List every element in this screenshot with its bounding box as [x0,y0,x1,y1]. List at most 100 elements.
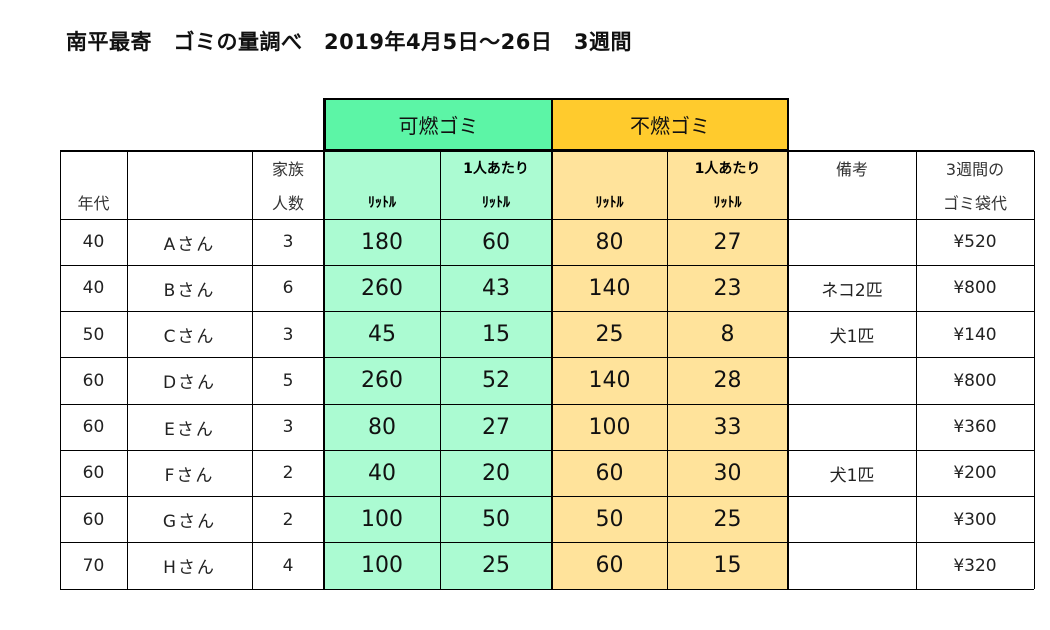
cell-burnable-per-person: 27 [482,414,510,440]
cell-nonburnable-per-person: 15 [713,553,742,579]
grid-line [59,151,61,589]
grid-line [60,496,1034,497]
cell-burnable-per-person: 15 [482,322,510,348]
header-bag-bottom: ゴミ袋代 [942,194,1007,213]
grid-line [1033,151,1035,589]
cell-age: 70 [82,555,105,576]
cell-note [788,543,916,589]
cell-bag-cost: ¥520 [953,232,997,253]
cell-family: 3 [282,232,294,253]
header-age: 年代 [77,194,110,213]
grid-line [786,98,790,589]
cell-burnable-liter: 260 [361,368,403,394]
cell-nonburnable-liter: 60 [595,553,624,579]
cell-nonburnable-liter: 80 [595,229,624,255]
cell-nonburnable-per-person: 30 [713,460,742,486]
header-notes: 備考 [835,160,868,179]
cell-nonburnable-liter: 50 [595,507,624,533]
header-burnable-per-person: 1人あたり [463,161,529,177]
cell-name: Aさん [163,234,216,255]
cell-name: Gさん [162,512,217,533]
cell-age: 60 [82,370,105,391]
grid-line [60,357,1034,359]
grid-line [322,98,326,589]
cell-age: 50 [82,324,105,345]
cell-age: 40 [82,232,105,253]
header-family-bottom: 人数 [271,194,304,213]
cell-age: 60 [82,509,105,530]
header-nonburnable-per-person-liter: ﾘｯﾄﾙ [713,195,742,211]
cell-family: 4 [282,555,294,576]
cell-bag-cost: ¥200 [953,463,997,484]
cell-name: Dさん [162,373,217,394]
grid-line [439,151,441,589]
cell-burnable-per-person: 43 [482,275,510,301]
cell-family: 6 [282,278,294,299]
cell-burnable-per-person: 25 [482,553,510,579]
header-burnable-per-person-liter: ﾘｯﾄﾙ [482,195,510,211]
cell-note [788,358,916,404]
grid-line [126,151,128,589]
cell-nonburnable-per-person: 28 [713,368,742,394]
cell-bag-cost: ¥300 [953,509,997,530]
cell-nonburnable-liter: 60 [595,460,624,486]
header-nonburnable-per-person: 1人あたり [694,161,761,177]
cell-burnable-liter: 45 [368,322,396,348]
grid-line [60,150,1034,152]
cell-nonburnable-per-person: 23 [713,275,742,301]
header-bag-top: 3週間の [945,160,1005,179]
grid-line [60,403,1034,405]
cell-burnable-per-person: 60 [482,229,510,255]
cell-bag-cost: ¥800 [953,370,997,391]
cell-family: 3 [282,324,294,345]
page-title: 南平最寄 ゴミの量調べ 2019年4月5日～26日 3週間 [66,30,633,54]
nonburnable-column-bg [552,151,788,589]
burnable-column-bg [324,151,552,589]
cell-age: 40 [82,278,105,299]
grid-line [666,151,668,589]
header-burnable-liter: ﾘｯﾄﾙ [368,195,396,211]
cell-nonburnable-per-person: 8 [720,322,735,348]
cell-burnable-liter: 100 [361,507,403,533]
grid-line [550,98,554,589]
cell-burnable-per-person: 50 [482,507,510,533]
cell-burnable-liter: 180 [361,229,403,255]
grid-line [60,449,1034,451]
cell-age: 60 [82,417,105,438]
cell-bag-cost: ¥320 [953,555,997,576]
cell-nonburnable-per-person: 27 [713,229,742,255]
cell-bag-cost: ¥800 [953,278,997,299]
cell-burnable-per-person: 20 [482,460,510,486]
cell-nonburnable-liter: 100 [588,414,631,440]
grid-line [60,264,1034,266]
cell-burnable-per-person: 52 [482,368,510,394]
cell-bag-cost: ¥140 [953,324,997,345]
header-nonburnable-liter: ﾘｯﾄﾙ [595,195,624,211]
cell-name: Bさん [163,280,216,301]
cell-bag-cost: ¥360 [953,417,997,438]
cell-burnable-liter: 80 [368,414,396,440]
cell-note: 犬1匹 [829,327,875,348]
grid-line [60,311,1034,312]
cell-family: 5 [282,370,294,391]
cell-nonburnable-per-person: 25 [713,507,742,533]
header-family-top: 家族 [271,160,304,179]
cell-family: 3 [282,417,294,438]
cell-burnable-liter: 100 [361,553,403,579]
cell-nonburnable-per-person: 33 [713,414,742,440]
grid-line [60,542,1034,544]
grid-line [251,151,253,589]
cell-age: 60 [82,463,105,484]
cell-burnable-liter: 260 [361,275,403,301]
cell-name: Cさん [163,327,216,348]
cell-note [788,497,916,543]
cell-name: Eさん [164,419,215,440]
cell-nonburnable-liter: 140 [588,275,631,301]
grid-line [60,218,1034,220]
cell-note [788,219,916,265]
cell-family: 2 [282,463,294,484]
cell-note: ネコ2匹 [821,280,883,301]
cell-name: Fさん [164,465,215,486]
cell-note [788,404,916,450]
cell-nonburnable-liter: 140 [588,368,631,394]
